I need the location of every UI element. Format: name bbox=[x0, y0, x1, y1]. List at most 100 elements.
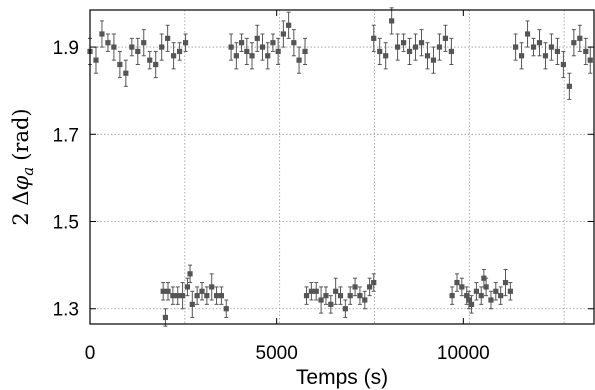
data-point-series-1 bbox=[406, 48, 413, 55]
data-point-series-1 bbox=[249, 53, 255, 59]
data-point-series-1 bbox=[577, 35, 583, 41]
data-point-series-1 bbox=[165, 35, 171, 41]
data-point-series-1 bbox=[542, 53, 549, 59]
data-point-series-1 bbox=[424, 53, 431, 59]
data-point-series-2 bbox=[223, 306, 229, 312]
data-point-series-1 bbox=[548, 44, 555, 50]
data-point-series-2 bbox=[507, 288, 513, 294]
data-point-series-1 bbox=[135, 48, 141, 55]
data-point-series-1 bbox=[401, 40, 407, 46]
data-point-series-1 bbox=[177, 48, 183, 55]
plot-frame bbox=[89, 9, 595, 325]
data-point-series-1 bbox=[233, 53, 239, 59]
data-point-series-2 bbox=[488, 297, 494, 303]
data-point-series-1 bbox=[182, 40, 189, 46]
data-point-series-1 bbox=[395, 44, 401, 50]
data-point-series-2 bbox=[308, 288, 314, 294]
data-point-series-2 bbox=[209, 284, 215, 290]
data-point-series-1 bbox=[554, 48, 561, 55]
data-point-series-2 bbox=[493, 288, 499, 294]
data-point-series-2 bbox=[175, 293, 181, 299]
data-point-series-1 bbox=[159, 44, 165, 50]
y-tick-label: 1.9 bbox=[53, 38, 79, 59]
data-point-series-2 bbox=[342, 306, 348, 312]
data-point-series-2 bbox=[187, 271, 193, 277]
data-point-series-1 bbox=[129, 44, 135, 50]
data-point-series-2 bbox=[170, 293, 176, 299]
data-point-series-1 bbox=[530, 44, 537, 50]
data-point-series-1 bbox=[238, 40, 245, 46]
data-point-series-2 bbox=[318, 297, 324, 303]
data-point-series-1 bbox=[141, 40, 147, 46]
data-point-series-1 bbox=[147, 57, 153, 63]
data-point-series-1 bbox=[389, 18, 395, 24]
data-point-series-1 bbox=[383, 53, 389, 59]
data-point-series-2 bbox=[333, 288, 339, 294]
data-point-series-1 bbox=[228, 44, 234, 50]
data-point-series-1 bbox=[560, 61, 566, 68]
plot-background bbox=[90, 10, 594, 324]
data-point-series-2 bbox=[352, 284, 358, 290]
data-point-series-1 bbox=[105, 40, 111, 46]
data-point-series-1 bbox=[536, 40, 543, 46]
data-point-series-2 bbox=[478, 293, 484, 299]
data-point-series-2 bbox=[165, 288, 171, 294]
data-point-series-1 bbox=[291, 40, 297, 46]
data-point-series-2 bbox=[367, 284, 373, 290]
data-point-series-2 bbox=[218, 293, 225, 299]
x-axis-title: Temps (s) bbox=[296, 366, 388, 389]
data-point-series-2 bbox=[179, 293, 186, 299]
y-axis-title-subscript: a bbox=[19, 167, 37, 176]
y-axis-title-phi: φ bbox=[9, 175, 33, 190]
x-tick-label: 5000 bbox=[256, 343, 298, 364]
data-point-series-1 bbox=[442, 35, 449, 41]
data-point-series-1 bbox=[153, 61, 159, 68]
data-point-series-2 bbox=[468, 301, 475, 307]
data-point-series-1 bbox=[280, 31, 286, 37]
data-point-series-1 bbox=[377, 48, 383, 55]
data-point-series-1 bbox=[518, 53, 525, 59]
data-point-series-1 bbox=[412, 44, 419, 50]
data-point-series-1 bbox=[270, 40, 276, 46]
data-point-series-1 bbox=[123, 70, 129, 76]
data-point-series-2 bbox=[498, 293, 504, 299]
data-point-series-2 bbox=[473, 288, 479, 294]
data-point-series-1 bbox=[566, 83, 572, 89]
data-point-series-1 bbox=[117, 61, 123, 68]
data-point-series-2 bbox=[303, 293, 310, 299]
data-point-series-2 bbox=[160, 288, 166, 294]
data-point-series-1 bbox=[93, 57, 99, 63]
data-point-series-1 bbox=[448, 48, 454, 55]
data-point-series-2 bbox=[184, 284, 191, 290]
x-tick-label: 10000 bbox=[437, 343, 490, 364]
data-point-series-1 bbox=[286, 22, 292, 28]
data-point-series-1 bbox=[587, 57, 593, 63]
data-point-series-1 bbox=[430, 57, 437, 63]
data-point-series-1 bbox=[571, 40, 577, 46]
data-point-series-2 bbox=[371, 279, 377, 286]
x-tick-label: 0 bbox=[85, 343, 96, 364]
data-point-series-1 bbox=[254, 35, 260, 41]
data-point-series-2 bbox=[204, 293, 210, 299]
data-point-series-2 bbox=[194, 293, 200, 299]
data-point-series-2 bbox=[481, 275, 487, 281]
data-point-series-2 bbox=[464, 293, 470, 299]
data-point-series-1 bbox=[111, 44, 117, 50]
data-point-series-1 bbox=[99, 31, 105, 37]
data-point-series-2 bbox=[189, 301, 195, 307]
data-point-series-2 bbox=[449, 293, 455, 299]
data-point-series-2 bbox=[347, 293, 353, 299]
data-point-series-1 bbox=[436, 44, 443, 50]
data-point-series-1 bbox=[265, 53, 271, 59]
data-point-series-2 bbox=[213, 293, 220, 299]
data-point-series-1 bbox=[296, 57, 302, 63]
y-tick-label: 1.5 bbox=[53, 213, 79, 234]
y-axis-title: 2 Δφa (rad) bbox=[9, 108, 37, 225]
data-point-series-2 bbox=[337, 293, 344, 299]
data-point-series-2 bbox=[162, 314, 169, 321]
data-point-series-1 bbox=[259, 44, 266, 50]
data-point-series-2 bbox=[466, 297, 472, 303]
data-point-series-1 bbox=[371, 35, 377, 41]
data-point-series-1 bbox=[244, 48, 250, 55]
data-point-series-2 bbox=[459, 284, 465, 290]
